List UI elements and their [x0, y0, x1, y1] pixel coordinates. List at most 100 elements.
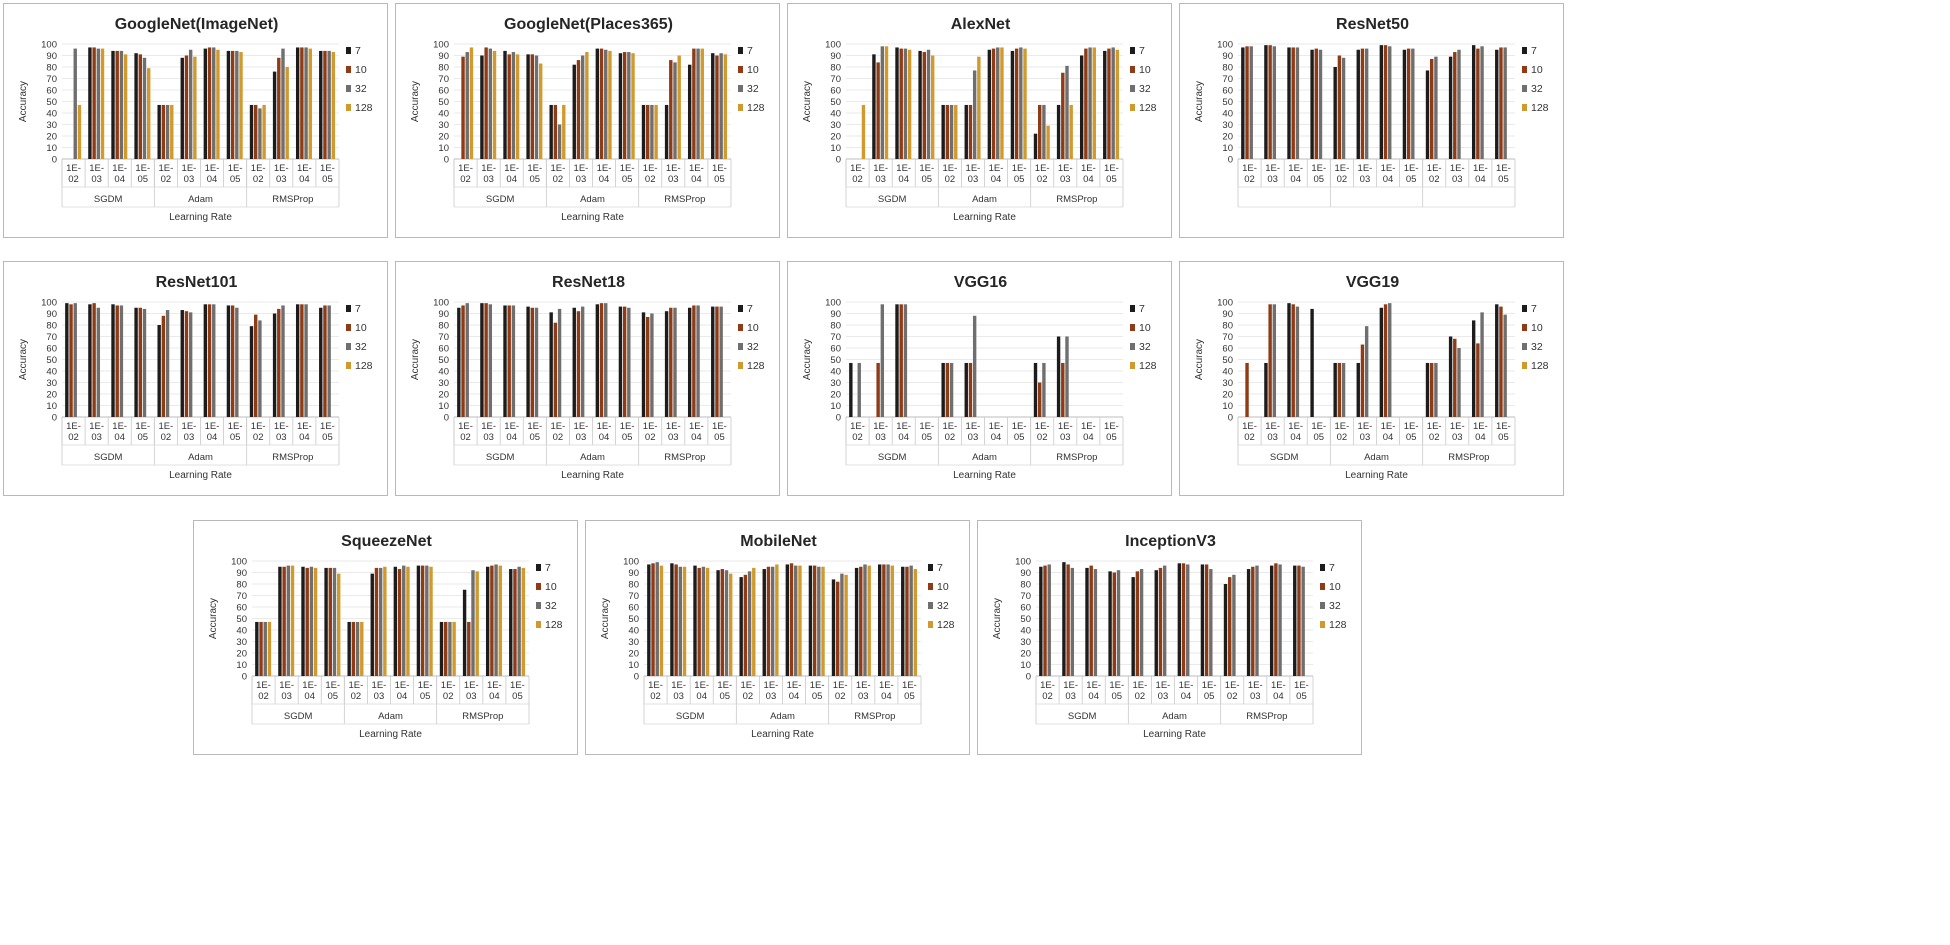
- y-tick-label: 10: [46, 143, 57, 154]
- x-tick-label-num: 05: [1106, 432, 1117, 443]
- optimizer-label: SGDM: [284, 711, 313, 722]
- y-tick-label: 100: [1217, 40, 1233, 51]
- x-axis-title: Learning Rate: [359, 729, 422, 740]
- bar-32: [1042, 104, 1046, 159]
- x-tick-label-exp: 1E-: [251, 163, 266, 174]
- y-tick-label: 100: [1015, 557, 1031, 568]
- y-tick-label: 40: [830, 367, 841, 378]
- y-tick-label: 100: [41, 298, 57, 309]
- x-tick-label-exp: 1E-: [574, 421, 589, 432]
- x-tick-label-exp: 1E-: [620, 163, 635, 174]
- bar-32: [1388, 303, 1392, 417]
- bar-32: [425, 565, 429, 676]
- bar-128: [308, 48, 312, 159]
- x-tick-label-num: 04: [898, 174, 909, 185]
- bar-7: [65, 303, 69, 417]
- bar-10: [576, 60, 581, 159]
- y-tick-label: 30: [1222, 120, 1233, 131]
- x-tick-label-num: 03: [276, 432, 287, 443]
- x-tick-label-num: 03: [875, 174, 886, 185]
- bar-32: [1047, 564, 1051, 676]
- legend-label-7: 7: [1531, 303, 1537, 315]
- bar-7: [1103, 50, 1107, 159]
- x-tick-label-num: 05: [812, 691, 823, 702]
- bar-7: [785, 564, 790, 676]
- optimizer-label: RMSProp: [664, 452, 705, 463]
- bar-7: [509, 569, 513, 676]
- bar-10: [882, 564, 886, 676]
- y-tick-label: 40: [1020, 626, 1031, 637]
- y-tick-label: 20: [438, 132, 449, 143]
- bar-10: [92, 303, 96, 417]
- bar-32: [1019, 47, 1023, 160]
- y-axis-title: Accuracy: [208, 598, 219, 639]
- bar-7: [226, 305, 231, 417]
- y-tick-label: 50: [438, 355, 449, 366]
- bar-10: [876, 362, 880, 417]
- legend-swatch-10: [1320, 583, 1325, 590]
- bar-128: [262, 104, 266, 159]
- chart-svg: VGG190102030405060708090100Accuracy1E-02…: [1194, 274, 1549, 481]
- optimizer-label: Adam: [1364, 452, 1389, 463]
- bar-32: [1116, 570, 1121, 676]
- x-tick-label-exp: 1E-: [112, 421, 127, 432]
- bar-128: [267, 621, 272, 676]
- chart-title: SqueezeNet: [341, 533, 432, 550]
- legend-swatch-128: [928, 621, 933, 628]
- x-tick-label-exp: 1E-: [850, 421, 865, 432]
- x-tick-label-num: 04: [1475, 432, 1486, 443]
- x-tick-label-exp: 1E-: [717, 680, 732, 691]
- y-tick-label: 20: [46, 390, 57, 401]
- bar-7: [1056, 336, 1061, 417]
- legend-label-7: 7: [1139, 303, 1145, 315]
- y-tick-label: 100: [41, 40, 57, 51]
- y-tick-label: 40: [46, 367, 57, 378]
- x-tick-label-num: 05: [1296, 691, 1307, 702]
- bar-32: [863, 564, 867, 676]
- y-tick-label: 40: [628, 626, 639, 637]
- x-tick-label-num: 04: [898, 432, 909, 443]
- legend-label-7: 7: [355, 303, 361, 315]
- y-tick-label: 60: [830, 86, 841, 97]
- x-tick-label-num: 03: [1360, 432, 1371, 443]
- bar-7: [1425, 362, 1430, 417]
- bar-32: [1209, 569, 1213, 676]
- y-tick-label: 80: [438, 321, 449, 332]
- optimizer-label: RMSProp: [1056, 194, 1097, 205]
- y-tick-label: 40: [438, 367, 449, 378]
- bar-7: [272, 313, 277, 417]
- bar-32: [73, 303, 77, 417]
- legend-label-32: 32: [1531, 83, 1543, 95]
- legend-swatch-128: [1320, 621, 1325, 628]
- chart-panel-googlenet-imagenet: GoogleNet(ImageNet) 0 10 20 30 40 50 60 70 80 90 10…: [3, 3, 388, 238]
- x-tick-label-exp: 1E-: [643, 421, 658, 432]
- x-axis-title: Learning Rate: [751, 729, 814, 740]
- bar-128: [682, 566, 687, 676]
- bar-32: [1434, 362, 1438, 417]
- legend-swatch-128: [1522, 362, 1527, 369]
- x-tick-label-exp: 1E-: [1427, 421, 1442, 432]
- legend-label-128: 128: [747, 360, 765, 372]
- legend-swatch-128: [738, 362, 743, 369]
- x-tick-label-num: 02: [161, 432, 172, 443]
- y-tick-label: 30: [438, 120, 449, 131]
- bar-32: [1341, 362, 1346, 417]
- x-tick-label-num: 04: [1273, 691, 1284, 702]
- bar-32: [604, 303, 608, 417]
- y-tick-label: 0: [634, 672, 639, 683]
- bar-32: [1278, 564, 1282, 676]
- legend-swatch-7: [1522, 305, 1527, 312]
- bar-32: [903, 48, 908, 159]
- x-tick-label-num: 04: [1083, 174, 1094, 185]
- x-tick-label-num: 03: [91, 432, 102, 443]
- bar-128: [977, 56, 981, 159]
- x-tick-label-num: 02: [68, 174, 79, 185]
- bar-7: [1379, 45, 1384, 159]
- x-tick-label-exp: 1E-: [1473, 421, 1488, 432]
- bar-10: [1406, 48, 1411, 159]
- bar-10: [1204, 564, 1209, 676]
- legend-swatch-10: [738, 66, 743, 73]
- bar-10: [669, 60, 673, 159]
- y-tick-label: 10: [830, 143, 841, 154]
- x-tick-label-exp: 1E-: [1450, 163, 1465, 174]
